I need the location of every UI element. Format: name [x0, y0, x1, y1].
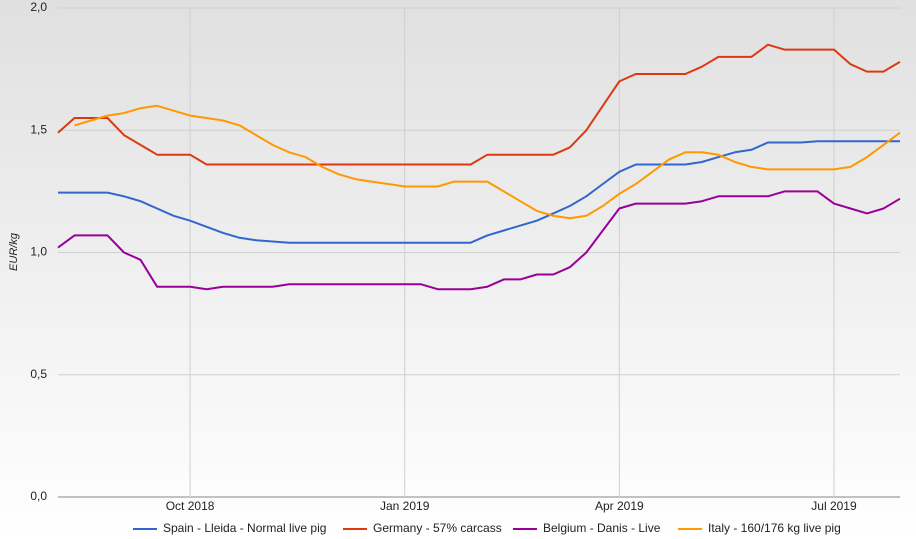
- series-line: [57, 43, 901, 166]
- x-tick-label: Oct 2018: [166, 499, 215, 513]
- series-line: [58, 140, 900, 244]
- y-tick-label: 1,5: [30, 122, 47, 136]
- y-axis-label: EUR/kg: [8, 232, 20, 271]
- y-tick-label: 1,0: [30, 245, 47, 259]
- y-tick-label: 2,0: [30, 0, 47, 14]
- series-line: [74, 104, 901, 220]
- y-tick-label: 0,5: [30, 367, 47, 381]
- legend-label: Germany - 57% carcass: [373, 521, 502, 535]
- grid: 0,0 0,5 1,0 1,5 2,0 Oct 2018 Jan 2019 Apr 2019 J…: [30, 0, 900, 513]
- y-tick-label: 0,0: [30, 489, 47, 503]
- series-line: [57, 190, 901, 291]
- x-tick-label: Jul 2019: [811, 499, 857, 513]
- legend-label: Italy - 160/176 kg live pig: [708, 521, 841, 535]
- legend-label: Spain - Lleida - Normal live pig: [163, 521, 326, 535]
- legend-label: Belgium - Danis - Live: [543, 521, 661, 535]
- legend: Spain - Lleida - Normal live pig Germany …: [133, 521, 841, 535]
- x-tick-label: Apr 2019: [595, 499, 644, 513]
- x-tick-label: Jan 2019: [380, 499, 430, 513]
- plot: [57, 43, 901, 291]
